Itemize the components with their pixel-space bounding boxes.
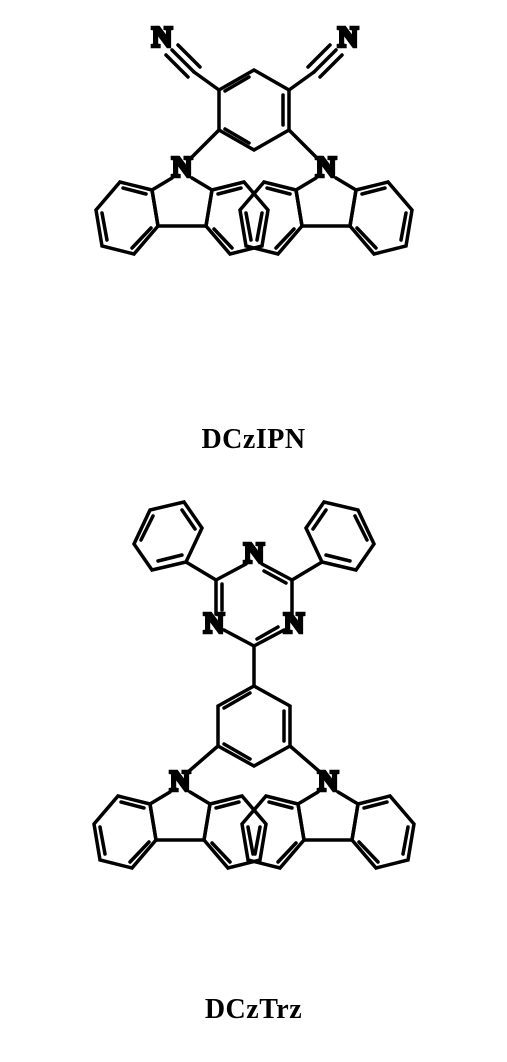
carbazole-n-left: N [171,152,191,183]
mol-dczipn: N N N [0,10,507,456]
carbazole-n-left-2: N [169,766,189,797]
triazine-n-1: N [243,538,263,569]
dcztrz-structure: N N N [14,490,494,980]
dczipn-structure: N N N [24,10,484,410]
dczipn-label: DCzIPN [0,424,507,456]
dcztrz-label: DCzTrz [0,994,507,1026]
carbazole-n-right: N [315,152,335,183]
nitrile-n-right: N [337,22,357,53]
figure-wrap: N N N [0,0,507,1062]
carbazole-n-right-2: N [317,766,337,797]
mol-dcztrz: N N N [0,490,507,1026]
triazine-n-3: N [283,608,303,639]
triazine-n-5: N [203,608,223,639]
nitrile-n-left: N [151,22,171,53]
